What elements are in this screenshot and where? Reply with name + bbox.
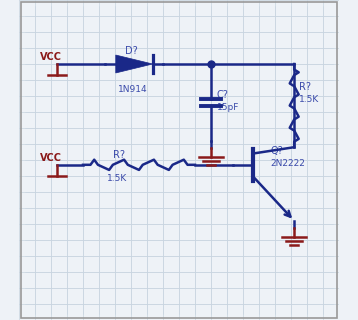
Text: 1.5K: 1.5K (299, 95, 319, 104)
Text: 1.5K: 1.5K (107, 174, 127, 183)
Text: R?: R? (113, 150, 125, 160)
Text: 15pF: 15pF (217, 103, 239, 112)
Text: Q?: Q? (270, 146, 283, 156)
Text: R?: R? (299, 82, 311, 92)
Text: VCC: VCC (40, 153, 62, 163)
Text: 1N914: 1N914 (118, 85, 148, 94)
Polygon shape (116, 55, 153, 73)
Text: 2N2222: 2N2222 (270, 159, 305, 168)
Text: D?: D? (125, 46, 137, 56)
Text: C?: C? (217, 90, 229, 100)
Text: VCC: VCC (40, 52, 62, 62)
